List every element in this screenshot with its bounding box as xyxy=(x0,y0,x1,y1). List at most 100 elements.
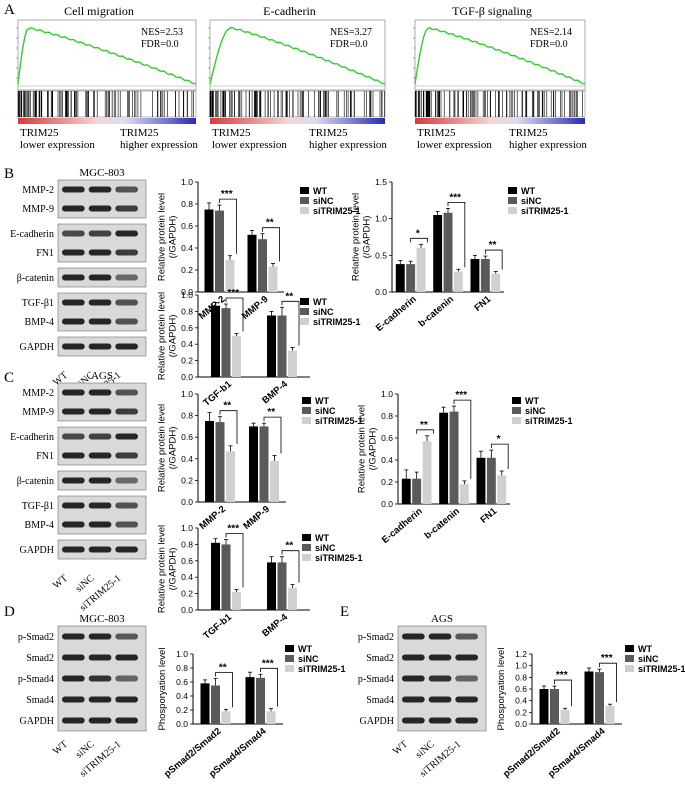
gsea-left-label: lower expression xyxy=(212,139,287,151)
blot-cell-line-title: MGC-803 xyxy=(79,167,125,179)
bar-WT xyxy=(439,412,449,504)
panel-letter-C: C xyxy=(4,370,14,386)
bar-WT xyxy=(470,259,480,292)
category-label: MMP-9 xyxy=(240,294,271,322)
blot-band xyxy=(62,205,85,212)
blot-band xyxy=(115,249,138,256)
blot-protein-label: BMP-4 xyxy=(25,520,54,531)
legend-label: WT xyxy=(638,644,652,654)
gsea-plot-frame xyxy=(209,19,386,91)
blot-band xyxy=(62,717,85,724)
legend-swatch xyxy=(300,318,309,325)
blot-band xyxy=(62,274,85,281)
bar-siTRIM25-1 xyxy=(270,461,279,502)
blot-band xyxy=(115,299,138,306)
significance-bracket xyxy=(225,297,244,332)
bar-siTRIM25-1 xyxy=(416,248,426,292)
y-tick-label: 0.0 xyxy=(181,497,193,507)
legend-label: siNC xyxy=(313,196,334,206)
blot-band xyxy=(428,717,452,724)
blot-band xyxy=(62,186,85,193)
y-tick-label: 0.4 xyxy=(176,691,188,701)
y-tick-label: 1.0 xyxy=(375,214,387,224)
blot-band xyxy=(455,717,478,724)
y-tick-label: 1.0 xyxy=(181,523,193,533)
blot-protein-label: β-catenin xyxy=(17,476,54,487)
blot-band xyxy=(115,274,138,281)
blot-band xyxy=(428,633,452,640)
blot-band xyxy=(402,675,425,682)
bar-WT xyxy=(249,426,258,502)
blot-protein-label: MMP-9 xyxy=(22,204,54,215)
gsea-nes: NES=2.53 xyxy=(141,27,183,38)
legend-label: WT xyxy=(315,396,329,406)
blot-band xyxy=(62,654,85,661)
gsea-right-label: higher expression xyxy=(120,139,198,151)
bar-siNC xyxy=(486,457,496,504)
y-axis-label: Relative protein level xyxy=(157,193,168,281)
legend-label: WT xyxy=(313,297,327,307)
bar-WT xyxy=(267,562,276,610)
blot-band xyxy=(62,546,85,553)
blot-membrane xyxy=(57,179,147,219)
blot-band xyxy=(62,343,85,350)
bar-WT xyxy=(245,677,255,724)
legend-label: WT xyxy=(521,186,535,196)
blot-band xyxy=(455,633,478,640)
y-tick-label: 0.2 xyxy=(181,475,193,485)
category-label: b-catenin xyxy=(423,506,463,542)
bar-siNC xyxy=(550,689,559,724)
significance-bracket xyxy=(453,399,472,479)
significance-bracket xyxy=(410,237,428,243)
category-label: FN1 xyxy=(472,293,493,313)
y-tick-label: 0.4 xyxy=(181,572,193,582)
bar-chart-E: 0.0 0.20.4 0.6 0.81.0 1.2 Phosporyation level… xyxy=(496,644,685,780)
significance-bracket xyxy=(281,550,300,583)
bar-chart-C: 0.0 0.2 0.4 0.6 0.8 1.0 Relative protein level… xyxy=(157,523,363,642)
blot-band xyxy=(115,452,138,459)
blot-band xyxy=(88,299,112,306)
y-axis-label: Phosporyation level xyxy=(157,648,168,731)
legend-label: siNC xyxy=(525,406,546,416)
blot-band xyxy=(62,249,85,256)
blot-band xyxy=(88,633,112,640)
y-axis-label: (/GAPDH) xyxy=(168,315,179,358)
blot-protein-label: β-catenin xyxy=(17,273,54,284)
significance-marker: ** xyxy=(420,420,428,431)
bar-siNC xyxy=(277,315,287,377)
significance-marker: ** xyxy=(267,407,275,418)
y-axis-label: (/GAPDH) xyxy=(168,548,179,591)
y-tick-label: 0.8 xyxy=(181,306,193,316)
legend-swatch xyxy=(302,534,311,541)
gsea-left-label: TRIM25 xyxy=(417,127,456,139)
significance-marker: ** xyxy=(285,541,293,552)
blot-band xyxy=(62,299,85,306)
y-tick-label: 0.8 xyxy=(181,539,193,549)
bar-chart-B: 0.0 0.2 0.4 0.6 0.8 1.0 Relative protein level… xyxy=(157,177,361,322)
y-tick-label: 0.8 xyxy=(381,411,393,421)
bar-siNC xyxy=(406,264,416,292)
blot-band xyxy=(88,389,112,396)
significance-bracket xyxy=(281,300,300,346)
y-tick-label: 0.2 xyxy=(515,707,527,717)
bar-WT xyxy=(584,671,594,724)
bar-siNC xyxy=(215,422,225,502)
bar-siTRIM25-1 xyxy=(288,587,297,610)
legend-swatch xyxy=(512,417,521,424)
bar-siNC xyxy=(259,426,269,502)
blot-band xyxy=(455,654,478,661)
significance-bracket xyxy=(490,443,509,469)
significance-bracket xyxy=(416,429,434,434)
blot-protein-label: TGF-β1 xyxy=(22,501,54,512)
y-tick-label: 0.0 xyxy=(181,605,193,615)
y-axis-label: Relative protein level xyxy=(157,292,168,380)
blot-protein-label: MMP-2 xyxy=(22,388,54,399)
bar-WT xyxy=(433,215,443,292)
blot-band xyxy=(88,717,112,724)
blot-band xyxy=(428,675,452,682)
blot-band xyxy=(115,717,138,724)
y-tick-label: 0.2 xyxy=(181,265,193,275)
significance-bracket xyxy=(263,416,282,454)
bar-siTRIM25-1 xyxy=(459,484,469,504)
